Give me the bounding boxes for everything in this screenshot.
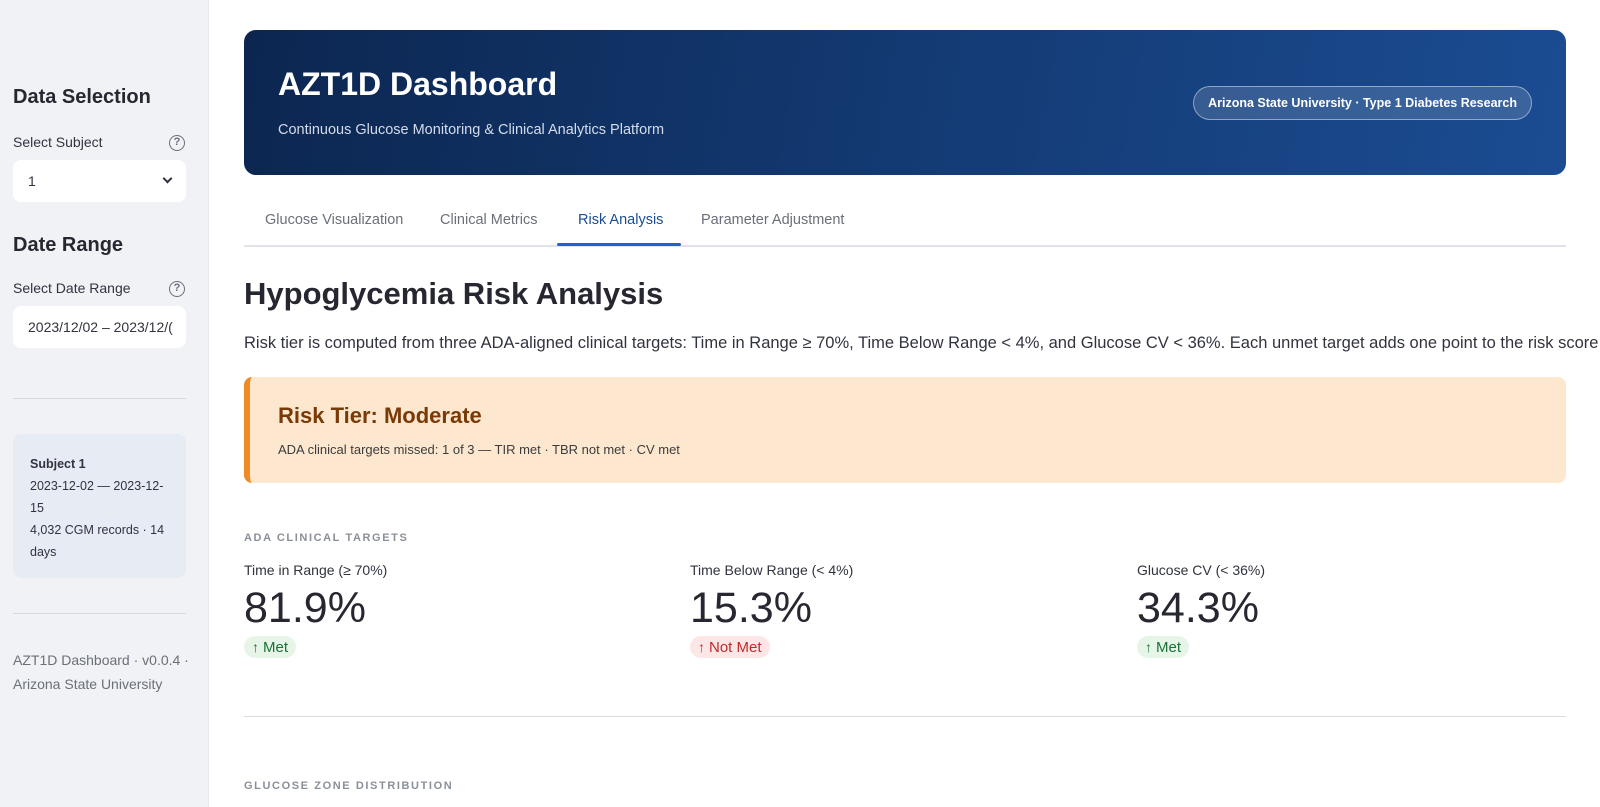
data-selection-heading: Data Selection <box>13 86 151 108</box>
risk-tier-title: Risk Tier: Moderate <box>278 403 482 428</box>
info-card-date-range: 2023-12-02 — 2023-12-15 <box>30 479 164 515</box>
metric-label: Glucose CV (< 36%) <box>1137 562 1265 578</box>
metric-label: Time Below Range (< 4%) <box>690 562 854 578</box>
arrow-up-icon: ↑ <box>698 639 705 655</box>
help-icon[interactable]: ? <box>169 135 185 151</box>
status-text: Met <box>1156 639 1182 656</box>
status-badge: ↑ Not Met <box>690 636 770 658</box>
date-range-value: 2023/12/02 – 2023/12/( <box>28 319 173 335</box>
tab-parameter-adjustment[interactable]: Parameter Adjustment <box>701 212 845 228</box>
chevron-down-icon <box>162 173 173 184</box>
app-title: AZT1D Dashboard <box>278 66 558 102</box>
date-range-heading: Date Range <box>13 234 124 256</box>
risk-tier-callout: Risk Tier: Moderate ADA clinical targets… <box>244 377 1566 483</box>
sidebar-divider <box>13 613 186 614</box>
metric-value: 81.9% <box>244 584 366 632</box>
metric-time-below-range: Time Below Range (< 4%) 15.3% ↑ Not Met <box>690 562 1110 658</box>
arrow-up-icon: ↑ <box>252 639 259 655</box>
sidebar-footer: AZT1D Dashboard · v0.0.4 · Arizona State… <box>13 652 189 692</box>
status-badge: ↑ Met <box>1137 636 1190 658</box>
tab-clinical-metrics[interactable]: Clinical Metrics <box>440 212 538 228</box>
status-text: Not Met <box>709 639 762 656</box>
metric-time-in-range: Time in Range (≥ 70%) 81.9% ↑ Met <box>244 562 664 658</box>
subject-select[interactable]: 1 <box>13 160 186 202</box>
page-description: Risk tier is computed from three ADA-ali… <box>244 334 1600 352</box>
metric-value: 34.3% <box>1137 584 1259 632</box>
app-subtitle: Continuous Glucose Monitoring & Clinical… <box>278 122 665 138</box>
zone-distribution-section-label: GLUCOSE ZONE DISTRIBUTION <box>244 780 454 792</box>
status-text: Met <box>263 639 289 656</box>
select-date-range-label: Select Date Range <box>13 280 131 296</box>
tab-bar: Glucose Visualization Clinical Metrics R… <box>244 200 1566 247</box>
arrow-up-icon: ↑ <box>1145 639 1152 655</box>
status-badge: ↑ Met <box>244 636 297 658</box>
institution-badge: Arizona State University · Type 1 Diabet… <box>1193 86 1532 120</box>
active-tab-indicator <box>557 243 681 246</box>
info-card-title: Subject 1 <box>30 457 86 471</box>
subject-select-value: 1 <box>28 173 36 189</box>
risk-tier-summary: ADA clinical targets missed: 1 of 3 — TI… <box>278 442 680 457</box>
header-banner: AZT1D Dashboard Continuous Glucose Monit… <box>244 30 1566 175</box>
info-card-records: 4,032 CGM records · 14 days <box>30 523 165 559</box>
date-range-input[interactable]: 2023/12/02 – 2023/12/( <box>13 306 186 348</box>
section-divider <box>244 716 1566 717</box>
metric-value: 15.3% <box>690 584 812 632</box>
sidebar-divider <box>13 398 186 399</box>
tab-glucose-visualization[interactable]: Glucose Visualization <box>265 212 404 228</box>
sidebar: Data Selection Select Subject ? 1 Date R… <box>0 0 209 807</box>
targets-section-label: ADA CLINICAL TARGETS <box>244 532 409 544</box>
select-subject-label: Select Subject <box>13 134 103 150</box>
page-title: Hypoglycemia Risk Analysis <box>244 276 664 311</box>
tab-risk-analysis[interactable]: Risk Analysis <box>578 212 664 228</box>
metric-glucose-cv: Glucose CV (< 36%) 34.3% ↑ Met <box>1137 562 1557 658</box>
subject-info-card: Subject 1 2023-12-02 — 2023-12-15 4,032 … <box>13 434 186 578</box>
help-icon[interactable]: ? <box>169 281 185 297</box>
metric-label: Time in Range (≥ 70%) <box>244 562 388 578</box>
